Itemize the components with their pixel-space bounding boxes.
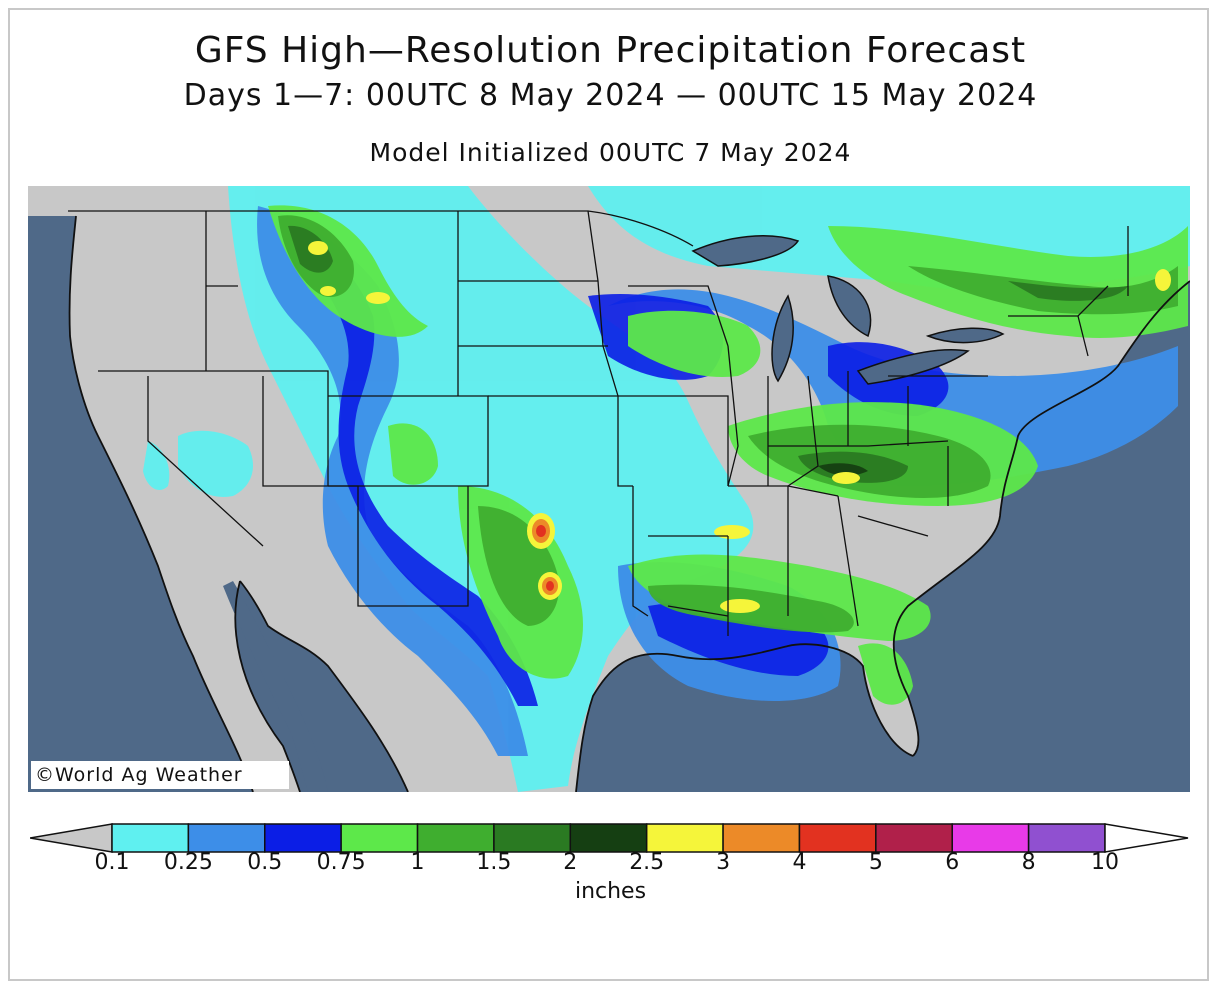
legend-cell-6 [493, 823, 572, 853]
legend-tick-label: 0.5 [247, 850, 283, 875]
gulf-of-california [223, 581, 328, 792]
legend-cell-8 [645, 823, 724, 853]
great-lakes [691, 235, 1005, 385]
copyright-credit: ©World Ag Weather [31, 761, 289, 789]
legend-cell-12 [951, 823, 1030, 853]
legend-tick-label: 0.1 [94, 850, 130, 875]
legend-tick-label: 3 [716, 850, 731, 875]
legend-tick-label: 5 [868, 850, 883, 875]
forecast-period: Days 1—7: 00UTC 8 May 2024 — 00UTC 15 Ma… [183, 78, 1038, 113]
map-title: GFS High—Resolution Precipitation Foreca… [194, 30, 1027, 71]
legend-cell-3 [264, 823, 342, 853]
model-init-time: Model Initialized 00UTC 7 May 2024 [369, 138, 852, 167]
legend-tick-label: 8 [1021, 850, 1036, 875]
legend-cell-below-min [30, 823, 113, 853]
legend-tick-label: 2.5 [629, 850, 665, 875]
boundaries [68, 210, 1129, 636]
legend-tick-label: 0.75 [316, 850, 366, 875]
legend-units: inches [574, 879, 647, 904]
legend-cell-7 [569, 823, 648, 853]
legend-tick-label: 2 [563, 850, 578, 875]
legend-cell-13 [1027, 823, 1106, 853]
legend-cell-1 [111, 823, 190, 853]
coastlines [68, 215, 1190, 792]
legend-cell-4 [340, 823, 419, 853]
legend-cell-2 [187, 823, 266, 853]
color-legend-bar [30, 823, 1189, 853]
precipitation-map [28, 186, 1190, 792]
legend-tick-label: 6 [945, 850, 960, 875]
legend-tick-label: 1.5 [476, 850, 512, 875]
legend-tick-label: 4 [792, 850, 807, 875]
legend-tick-label: 0.25 [163, 850, 213, 875]
precip-2p5 [818, 463, 868, 476]
legend-cell-5 [416, 823, 495, 853]
legend-tick-label: 10 [1091, 850, 1119, 875]
legend-cell-9 [722, 823, 801, 853]
legend-cell-10 [798, 823, 877, 853]
legend-cell-11 [875, 823, 953, 853]
legend-cell-above-max [1104, 823, 1189, 853]
legend-tick-label: 1 [410, 850, 425, 875]
precip-5 [536, 525, 554, 591]
